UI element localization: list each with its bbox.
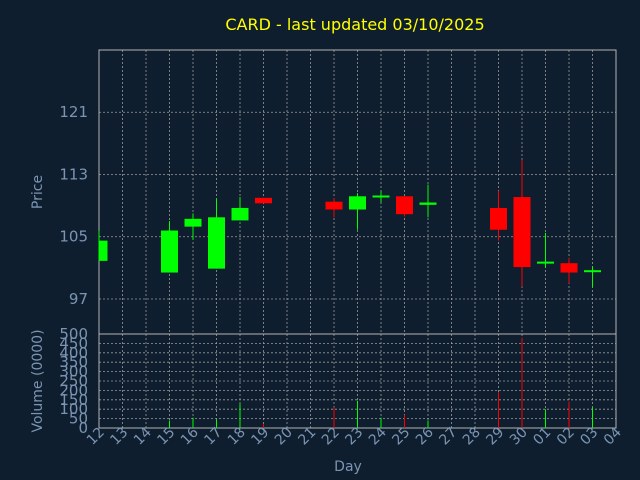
- candle-body: [184, 218, 202, 227]
- volume-axis-label: Volume (0000): [30, 329, 46, 432]
- candle-body: [161, 230, 178, 273]
- volume-tick-label: 350: [59, 353, 88, 371]
- price-tick-label: 113: [59, 165, 88, 183]
- candle-body: [349, 196, 366, 210]
- candle-body: [208, 217, 225, 269]
- volume-tick-label: 500: [59, 325, 88, 343]
- price-tick-label: 105: [59, 228, 88, 246]
- price-axis-label: Price: [30, 175, 46, 209]
- volume-tick-label: 150: [59, 391, 88, 409]
- candle-body: [419, 202, 437, 205]
- chart-title: CARD - last updated 03/10/2025: [225, 15, 484, 34]
- price-tick-label: 121: [59, 103, 88, 121]
- candle-body: [99, 240, 108, 261]
- candle-body: [513, 197, 531, 268]
- candle-body: [325, 201, 343, 210]
- tick-labels: 12 13 14 15 16 17 18 19 20 21 22 23 24 25 26 27 28 29 30 01…: [59, 103, 625, 448]
- volume-tick-label: 0: [78, 419, 88, 437]
- candle-body: [255, 197, 272, 204]
- volume-tick-label: 400: [59, 344, 88, 362]
- volume-bars: [169, 337, 593, 428]
- volume-tick-label: 300: [59, 363, 88, 381]
- candle-body: [231, 207, 249, 221]
- grid-lines: [98, 50, 617, 429]
- candle-body: [372, 195, 390, 198]
- x-axis-label: Day: [334, 459, 362, 475]
- candles: [98, 159, 601, 288]
- price-tick-label: 97: [69, 290, 88, 308]
- candle-body: [537, 261, 554, 264]
- candle-body: [584, 270, 601, 273]
- candle-body: [490, 207, 507, 230]
- volume-tick-label: 100: [59, 400, 88, 418]
- volume-tick-label: 450: [59, 334, 88, 352]
- candle-body: [396, 196, 413, 215]
- volume-tick-label: 250: [59, 372, 88, 390]
- candle-body: [560, 263, 578, 273]
- volume-tick-label: 50: [69, 410, 88, 428]
- volume-tick-label: 200: [59, 381, 88, 399]
